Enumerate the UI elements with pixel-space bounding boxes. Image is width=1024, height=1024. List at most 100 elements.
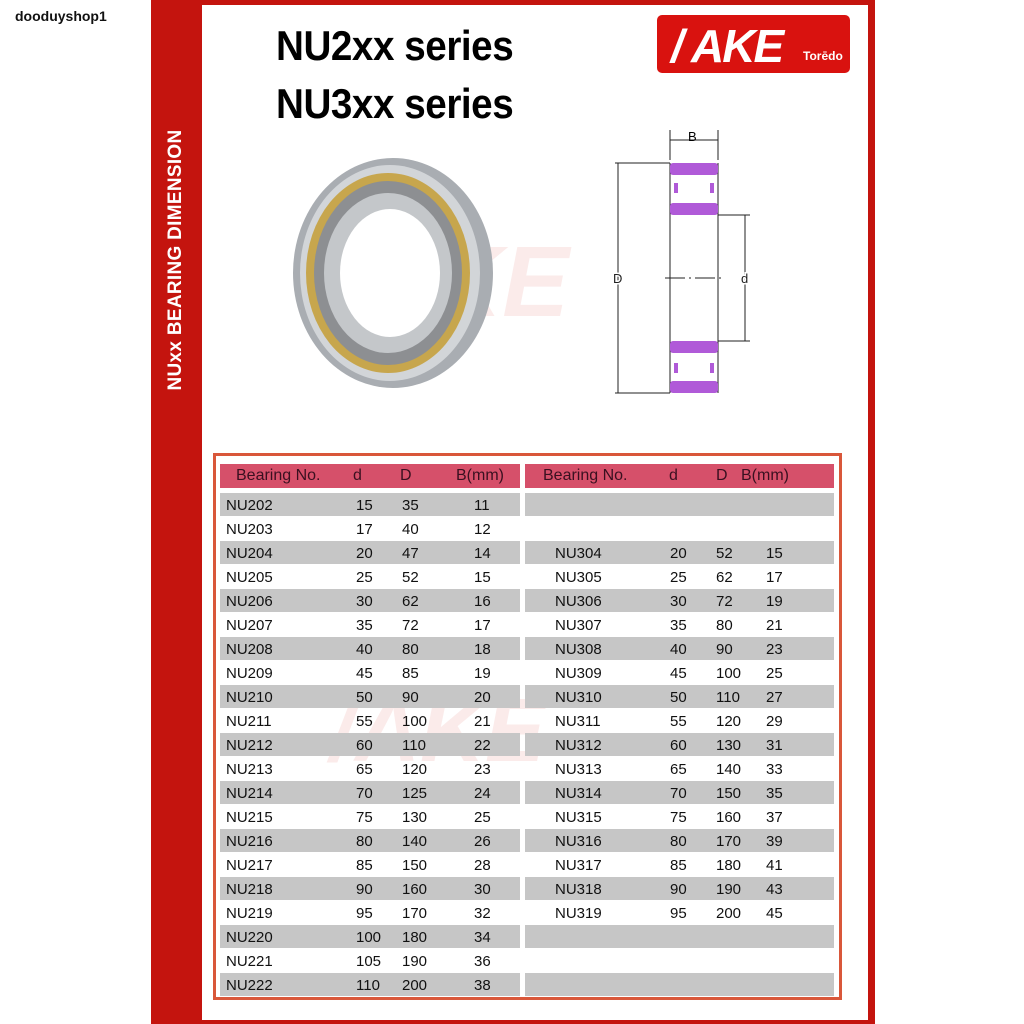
table-row bbox=[525, 925, 834, 948]
width-B-cell: 29 bbox=[766, 713, 783, 730]
bearing-no-cell: NU206 bbox=[226, 593, 273, 610]
width-B-cell: 35 bbox=[766, 785, 783, 802]
table-row: NU220 100 180 34 bbox=[220, 925, 520, 948]
table-row: NU307 35 80 21 bbox=[525, 613, 834, 636]
inner-d-cell: 75 bbox=[670, 809, 687, 826]
inner-d-cell: 100 bbox=[356, 929, 382, 946]
table-header-left: Bearing No. d D B(mm) bbox=[220, 464, 520, 488]
width-B-cell: 30 bbox=[474, 881, 491, 898]
width-B-cell: 36 bbox=[474, 953, 491, 970]
outer-D-cell: 72 bbox=[402, 617, 419, 634]
outer-D-cell: 110 bbox=[716, 689, 740, 706]
table-row: NU207 35 72 17 bbox=[220, 613, 520, 636]
width-B-cell: 27 bbox=[766, 689, 783, 706]
outer-D-cell: 125 bbox=[402, 785, 428, 802]
bearing-no-cell: NU313 bbox=[555, 761, 602, 778]
table-row: NU211 55 100 21 bbox=[220, 709, 520, 732]
outer-D-cell: 120 bbox=[716, 713, 742, 730]
outer-D-cell: 170 bbox=[402, 905, 428, 922]
inner-d-cell: 85 bbox=[356, 857, 373, 874]
inner-d-cell: 25 bbox=[356, 569, 373, 586]
width-B-cell: 25 bbox=[766, 665, 783, 682]
width-B-cell: 38 bbox=[474, 977, 491, 994]
outer-D-cell: 72 bbox=[716, 593, 733, 610]
table-row: NU210 50 90 20 bbox=[220, 685, 520, 708]
inner-d-cell: 40 bbox=[356, 641, 373, 658]
inner-d-cell: 65 bbox=[670, 761, 687, 778]
inner-d-cell: 95 bbox=[356, 905, 373, 922]
outer-D-cell: 170 bbox=[716, 833, 742, 850]
table-row: NU215 75 130 25 bbox=[220, 805, 520, 828]
table-row bbox=[525, 493, 834, 516]
outer-D-cell: 140 bbox=[402, 833, 428, 850]
inner-d-cell: 110 bbox=[356, 977, 380, 994]
table-row: NU221 105 190 36 bbox=[220, 949, 520, 972]
table-row: NU206 30 62 16 bbox=[220, 589, 520, 612]
bearing-no-cell: NU208 bbox=[226, 641, 273, 658]
width-B-cell: 25 bbox=[474, 809, 491, 826]
outer-D-cell: 120 bbox=[402, 761, 428, 778]
outer-D-cell: 35 bbox=[402, 497, 419, 514]
outer-D-cell: 85 bbox=[402, 665, 419, 682]
inner-d-cell: 35 bbox=[356, 617, 373, 634]
outer-D-cell: 62 bbox=[402, 593, 419, 610]
outer-D-cell: 140 bbox=[716, 761, 742, 778]
bearing-no-cell: NU218 bbox=[226, 881, 273, 898]
outer-D-cell: 80 bbox=[716, 617, 733, 634]
inner-d-cell: 25 bbox=[670, 569, 687, 586]
bearing-no-cell: NU203 bbox=[226, 521, 273, 538]
title-nu3xx: NU3xx series bbox=[276, 80, 514, 127]
table-row bbox=[525, 949, 834, 972]
table-row bbox=[525, 517, 834, 540]
inner-d-cell: 50 bbox=[356, 689, 373, 706]
inner-d-cell: 50 bbox=[670, 689, 687, 706]
inner-d-cell: 20 bbox=[356, 545, 373, 562]
width-B-cell: 23 bbox=[766, 641, 783, 658]
inner-d-cell: 55 bbox=[356, 713, 373, 730]
inner-d-cell: 75 bbox=[356, 809, 373, 826]
bearing-no-cell: NU304 bbox=[555, 545, 602, 562]
bearing-no-cell: NU310 bbox=[555, 689, 602, 706]
width-B-cell: 34 bbox=[474, 929, 491, 946]
width-B-cell: 19 bbox=[766, 593, 783, 610]
inner-d-cell: 55 bbox=[670, 713, 687, 730]
outer-D-cell: 160 bbox=[716, 809, 742, 826]
bearing-no-cell: NU305 bbox=[555, 569, 602, 586]
title-nu2xx: NU2xx series bbox=[276, 22, 514, 69]
inner-d-cell: 15 bbox=[356, 497, 373, 514]
bearing-no-cell: NU315 bbox=[555, 809, 602, 826]
table-row bbox=[525, 973, 834, 996]
side-banner: NUxx BEARING DIMENSION bbox=[151, 0, 202, 1024]
bearing-no-cell: NU309 bbox=[555, 665, 602, 682]
table-row: NU314 70 150 35 bbox=[525, 781, 834, 804]
bearing-no-cell: NU204 bbox=[226, 545, 273, 562]
table-row: NU312 60 130 31 bbox=[525, 733, 834, 756]
outer-D-cell: 90 bbox=[716, 641, 733, 658]
outer-D-cell: 190 bbox=[716, 881, 742, 898]
inner-d-cell: 45 bbox=[356, 665, 373, 682]
width-B-cell: 32 bbox=[474, 905, 491, 922]
inner-d-cell: 65 bbox=[356, 761, 373, 778]
outer-D-cell: 100 bbox=[402, 713, 428, 730]
width-B-cell: 15 bbox=[766, 545, 783, 562]
width-B-cell: 18 bbox=[474, 641, 491, 658]
bearing-no-cell: NU211 bbox=[226, 713, 272, 730]
width-B-cell: 39 bbox=[766, 833, 783, 850]
inner-d-cell: 60 bbox=[670, 737, 687, 754]
width-B-cell: 45 bbox=[766, 905, 783, 922]
outer-D-cell: 190 bbox=[402, 953, 428, 970]
width-B-cell: 22 bbox=[474, 737, 491, 754]
width-B-cell: 21 bbox=[474, 713, 491, 730]
table-row: NU308 40 90 23 bbox=[525, 637, 834, 660]
table-row: NU208 40 80 18 bbox=[220, 637, 520, 660]
bearing-no-cell: NU306 bbox=[555, 593, 602, 610]
outer-D-cell: 130 bbox=[402, 809, 428, 826]
outer-D-cell: 180 bbox=[716, 857, 742, 874]
bearing-no-cell: NU220 bbox=[226, 929, 273, 946]
table-row: NU203 17 40 12 bbox=[220, 517, 520, 540]
width-B-cell: 31 bbox=[766, 737, 783, 754]
outer-D-cell: 110 bbox=[402, 737, 426, 754]
bearing-no-cell: NU212 bbox=[226, 737, 273, 754]
table-row: NU313 65 140 33 bbox=[525, 757, 834, 780]
inner-d-cell: 60 bbox=[356, 737, 373, 754]
